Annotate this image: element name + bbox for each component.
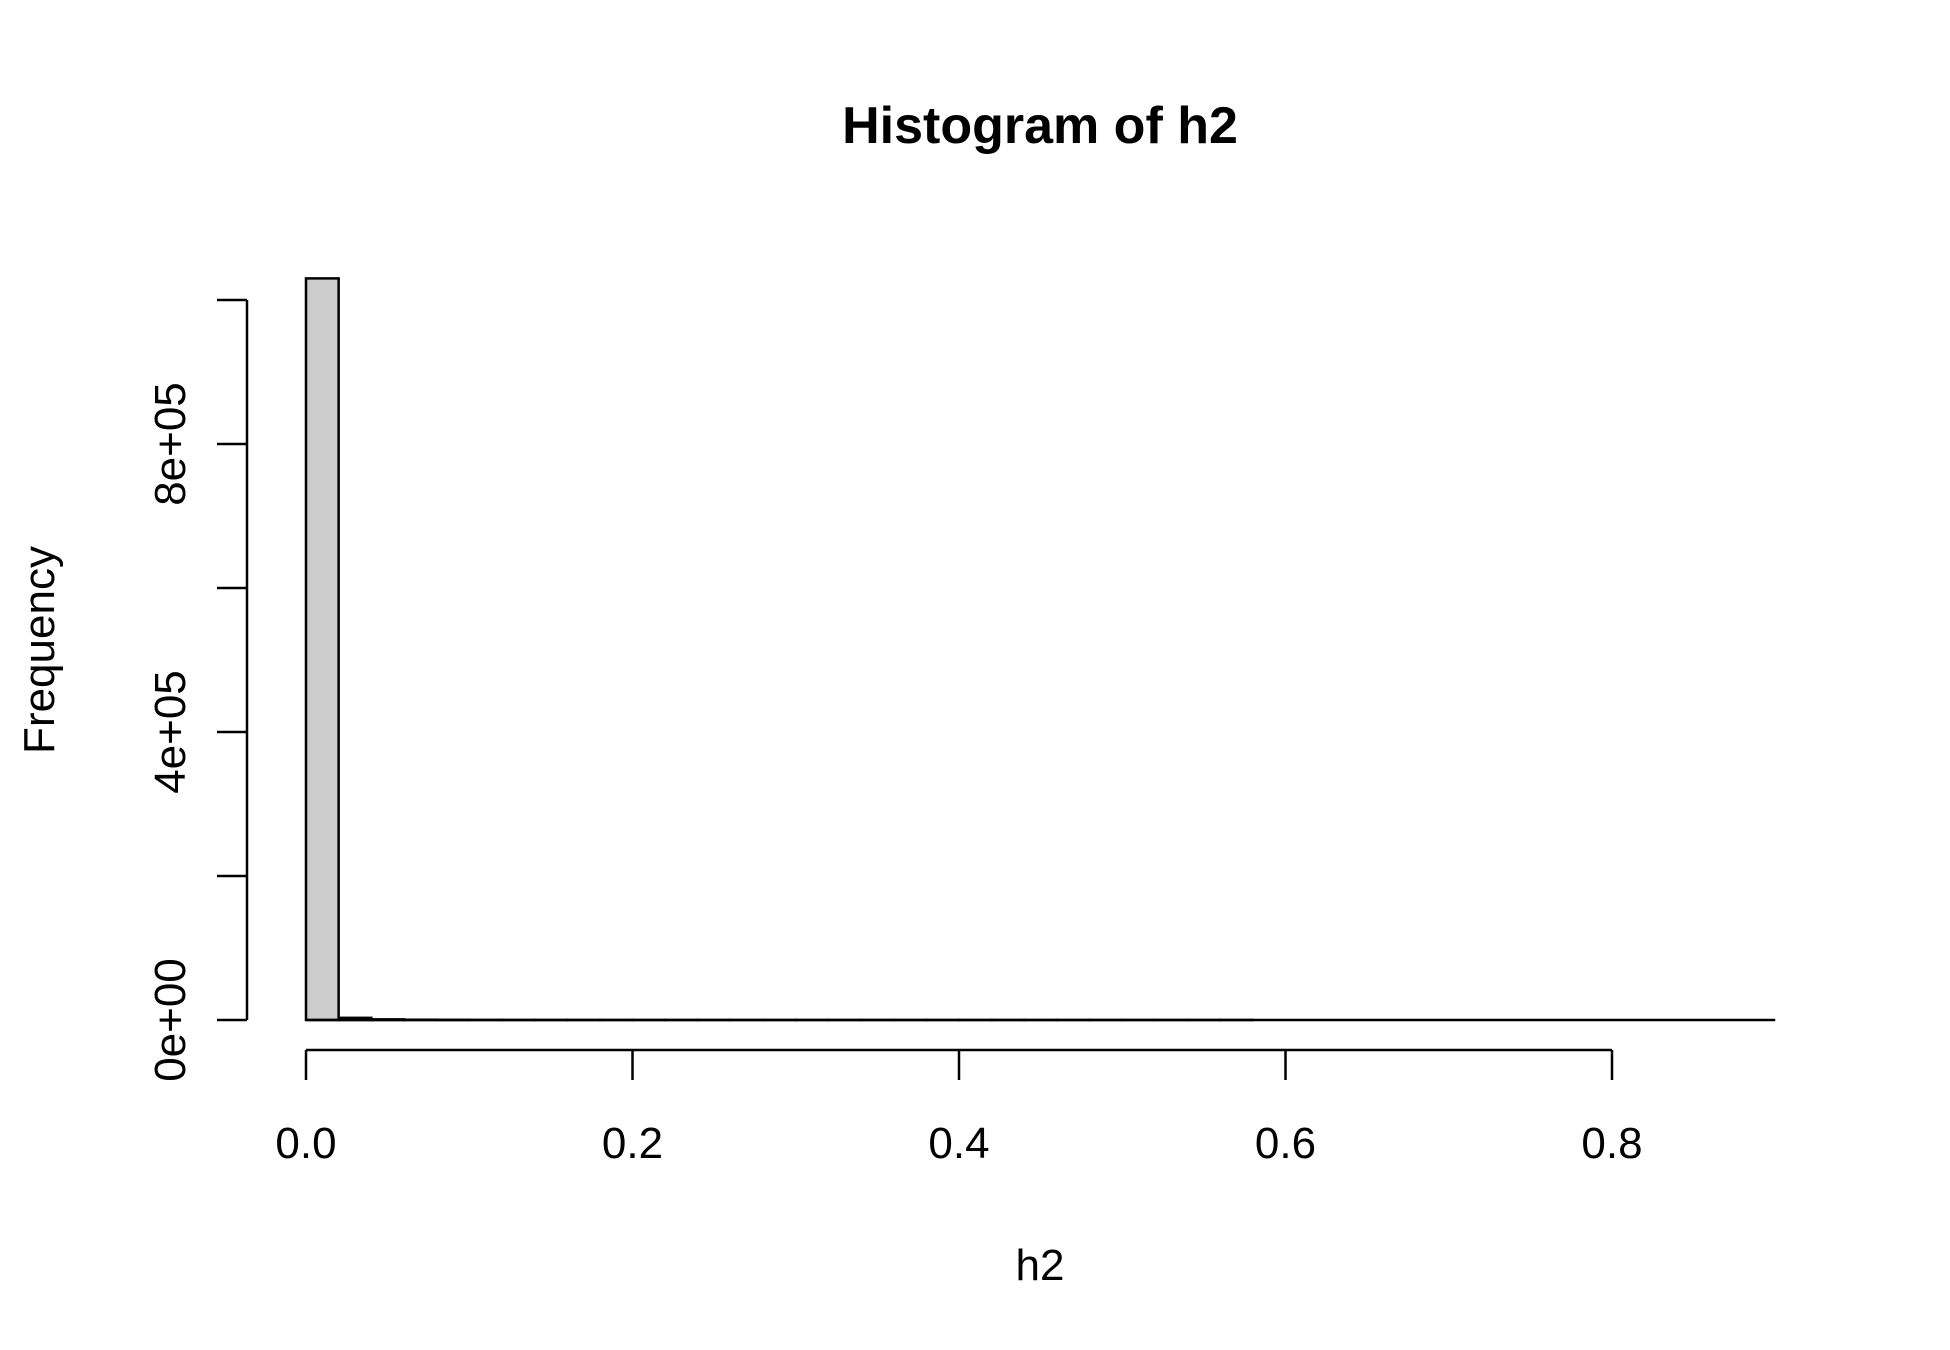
x-axis: 0.0 0.2 0.4 0.6 0.8 xyxy=(275,1048,1643,1168)
y-tick-label: 0e+00 xyxy=(146,958,195,1082)
y-tick-label: 8e+05 xyxy=(146,382,195,506)
histogram-bar xyxy=(304,277,340,1022)
x-tick-label: 0.0 xyxy=(275,1119,336,1168)
y-tick-label: 4e+05 xyxy=(146,670,195,794)
x-tick-label: 0.2 xyxy=(602,1119,663,1168)
x-tick-label: 0.6 xyxy=(1255,1119,1316,1168)
y-axis: 0e+00 4e+05 8e+05 xyxy=(146,298,249,1082)
x-tick-label: 0.4 xyxy=(928,1119,989,1168)
chart-title: Histogram of h2 xyxy=(842,97,1238,155)
y-axis-label: Frequency xyxy=(15,546,64,754)
x-axis-label: h2 xyxy=(1016,1241,1065,1290)
x-tick-label: 0.8 xyxy=(1581,1119,1642,1168)
bars-group xyxy=(304,277,1776,1022)
